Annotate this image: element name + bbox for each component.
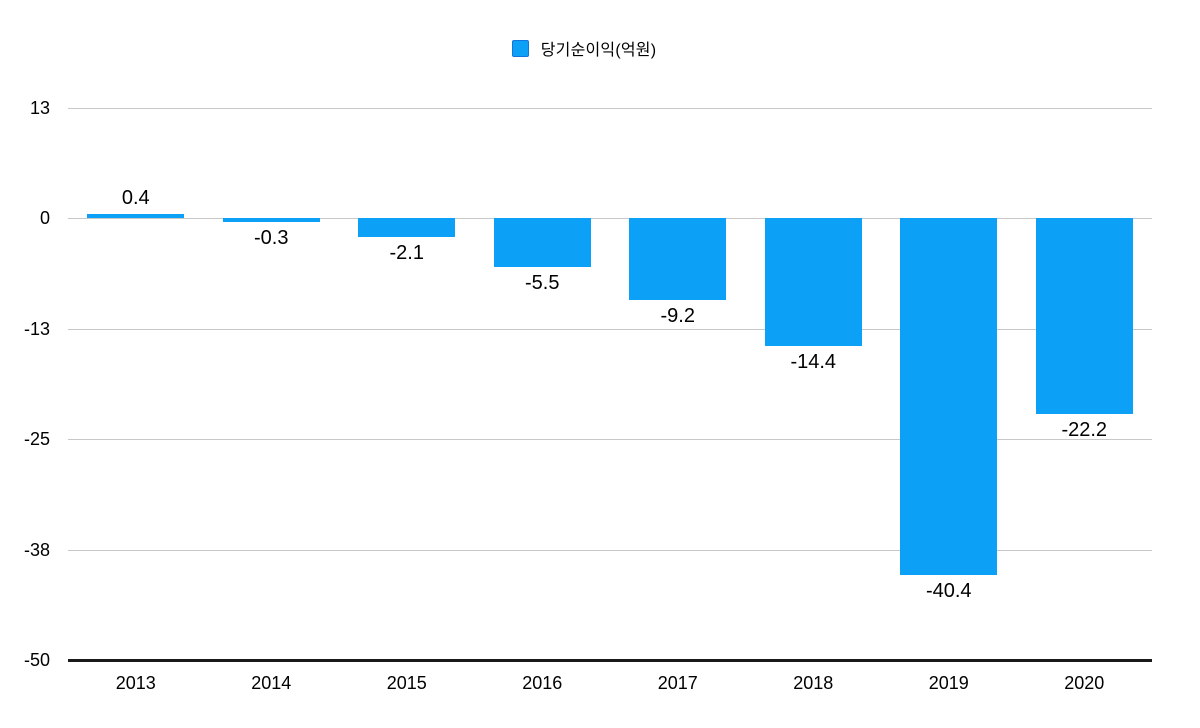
x-axis-tick-label: 2020 bbox=[1064, 673, 1105, 693]
x-axis-tick-label: 2013 bbox=[115, 673, 156, 693]
x-axis-tick-label: 2019 bbox=[928, 673, 969, 693]
bar-value-label: -22.2 bbox=[1061, 419, 1108, 442]
bar-2019[interactable] bbox=[900, 218, 998, 576]
x-axis-line bbox=[68, 659, 1152, 662]
x-axis-tick-label: 2016 bbox=[522, 673, 563, 693]
gridline bbox=[68, 439, 1152, 441]
y-axis-tick-label: -38 bbox=[23, 539, 50, 560]
bar-2015[interactable] bbox=[358, 218, 456, 237]
bar-value-label: -0.3 bbox=[254, 227, 289, 250]
chart-legend[interactable]: 당기순이익(억원) bbox=[0, 38, 1184, 59]
y-axis-tick-label: -13 bbox=[23, 318, 50, 339]
gridline bbox=[68, 108, 1152, 109]
gridline bbox=[68, 218, 1152, 220]
bar-2017[interactable] bbox=[629, 218, 727, 300]
bar-value-label: -14.4 bbox=[790, 350, 837, 373]
bar-2014[interactable] bbox=[222, 218, 320, 223]
bar-value-label: 0.4 bbox=[121, 187, 150, 210]
legend-swatch-icon bbox=[511, 39, 529, 57]
bar-2013[interactable] bbox=[87, 214, 185, 219]
x-axis-tick-label: 2017 bbox=[657, 673, 698, 693]
bar-value-label: -9.2 bbox=[660, 304, 695, 327]
legend-label: 당기순이익(억원) bbox=[540, 42, 657, 59]
y-axis-tick-label: 0 bbox=[39, 208, 50, 229]
y-axis-tick-label: 13 bbox=[29, 98, 50, 118]
y-axis-tick-label: -50 bbox=[23, 650, 50, 670]
x-axis-tick-label: 2018 bbox=[793, 673, 834, 693]
bar-2020[interactable] bbox=[1035, 218, 1133, 415]
x-axis-tick-label: 2015 bbox=[386, 673, 427, 693]
bar-value-label: -5.5 bbox=[525, 271, 560, 294]
bar-value-label: -40.4 bbox=[925, 580, 972, 603]
bar-2018[interactable] bbox=[764, 218, 862, 346]
bar-value-label: -2.1 bbox=[389, 241, 424, 264]
y-axis-tick-label: -25 bbox=[23, 429, 50, 450]
gridline bbox=[68, 328, 1152, 330]
bar-2016[interactable] bbox=[493, 218, 591, 267]
x-axis-tick-label: 2014 bbox=[251, 673, 292, 693]
gridline bbox=[68, 549, 1152, 551]
